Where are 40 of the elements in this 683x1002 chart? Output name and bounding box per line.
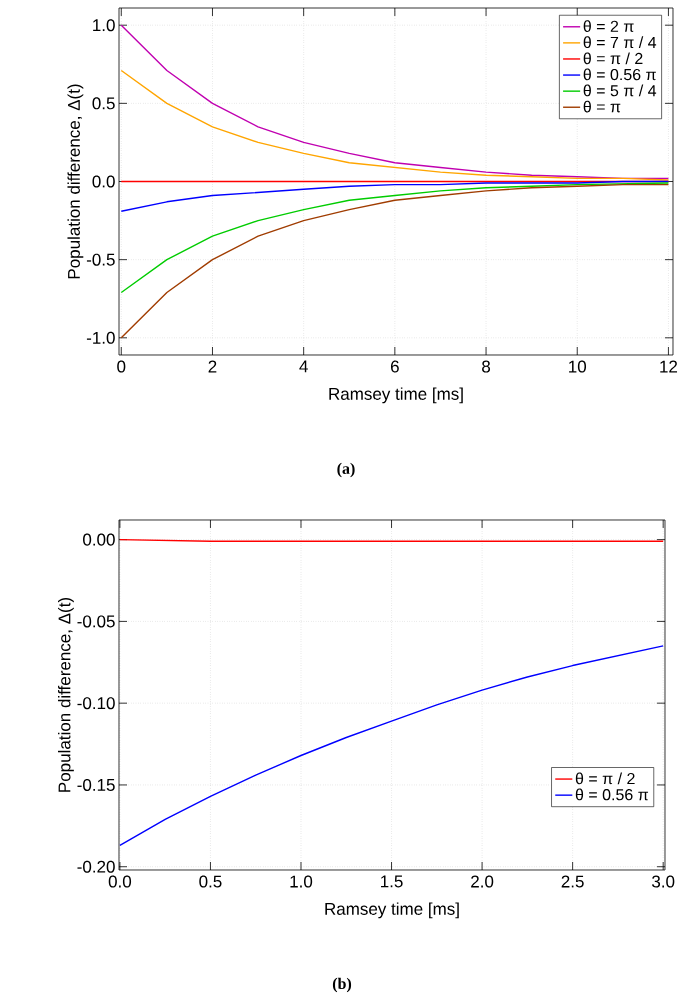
y-tick-label: 0.5 [92,97,115,110]
line-series [120,182,670,294]
legend-label: θ = 5 π / 4 [583,84,657,97]
text: (a) [337,462,355,478]
x-tick-label: 6 [390,360,399,373]
y-axis-title: Population difference, Δ(t) [67,84,84,279]
x-tick-label: 8 [482,360,491,373]
y-tick-label: 0.0 [92,175,115,188]
x-tick-label: 3.0 [652,875,675,888]
legend-label: θ = π [583,100,621,113]
legend-label: θ = π / 2 [583,52,643,65]
legend-label: θ = 7 π / 4 [583,36,657,49]
y-tick-label: 1.0 [93,19,115,32]
y-tick-label: -0.15 [77,778,115,791]
x-tick-label: 2.5 [561,875,584,888]
y-tick-label: -0.05 [77,615,115,628]
legend-label: θ = π / 2 [575,772,635,785]
y-tick-label: -0.10 [77,697,115,710]
text: (b) [332,977,352,993]
y-axis-title: Population difference, Δ(t) [58,597,74,792]
y-tick-label: 0.00 [83,533,115,546]
line-series [120,183,670,339]
x-tick-label: 4 [299,360,308,373]
x-axis-title: Ramsey time [ms] [325,902,459,919]
legend-label: θ = 0.56 π [575,788,649,801]
x-tick-label: 2.0 [471,875,494,888]
x-tick-label: 1.5 [381,875,403,888]
y-tick-label: -0.5 [86,253,115,266]
x-tick-label: 0.0 [108,875,132,888]
legend-label: θ = 2 π [583,20,634,32]
x-tick-label: 0.5 [199,875,222,888]
x-axis-title: Ramsey time [ms] [329,387,463,404]
x-tick-label: 0 [117,360,126,373]
x-tick-label: 1.0 [290,875,313,888]
legend-label: θ = 0.56 π [583,68,656,81]
x-tick-label: 10 [569,360,587,373]
y-tick-label: -1.0 [86,331,115,344]
y-tick-label: -0.20 [77,860,115,873]
x-tick-label: 12 [660,360,678,373]
x-tick-label: 2 [208,360,217,373]
